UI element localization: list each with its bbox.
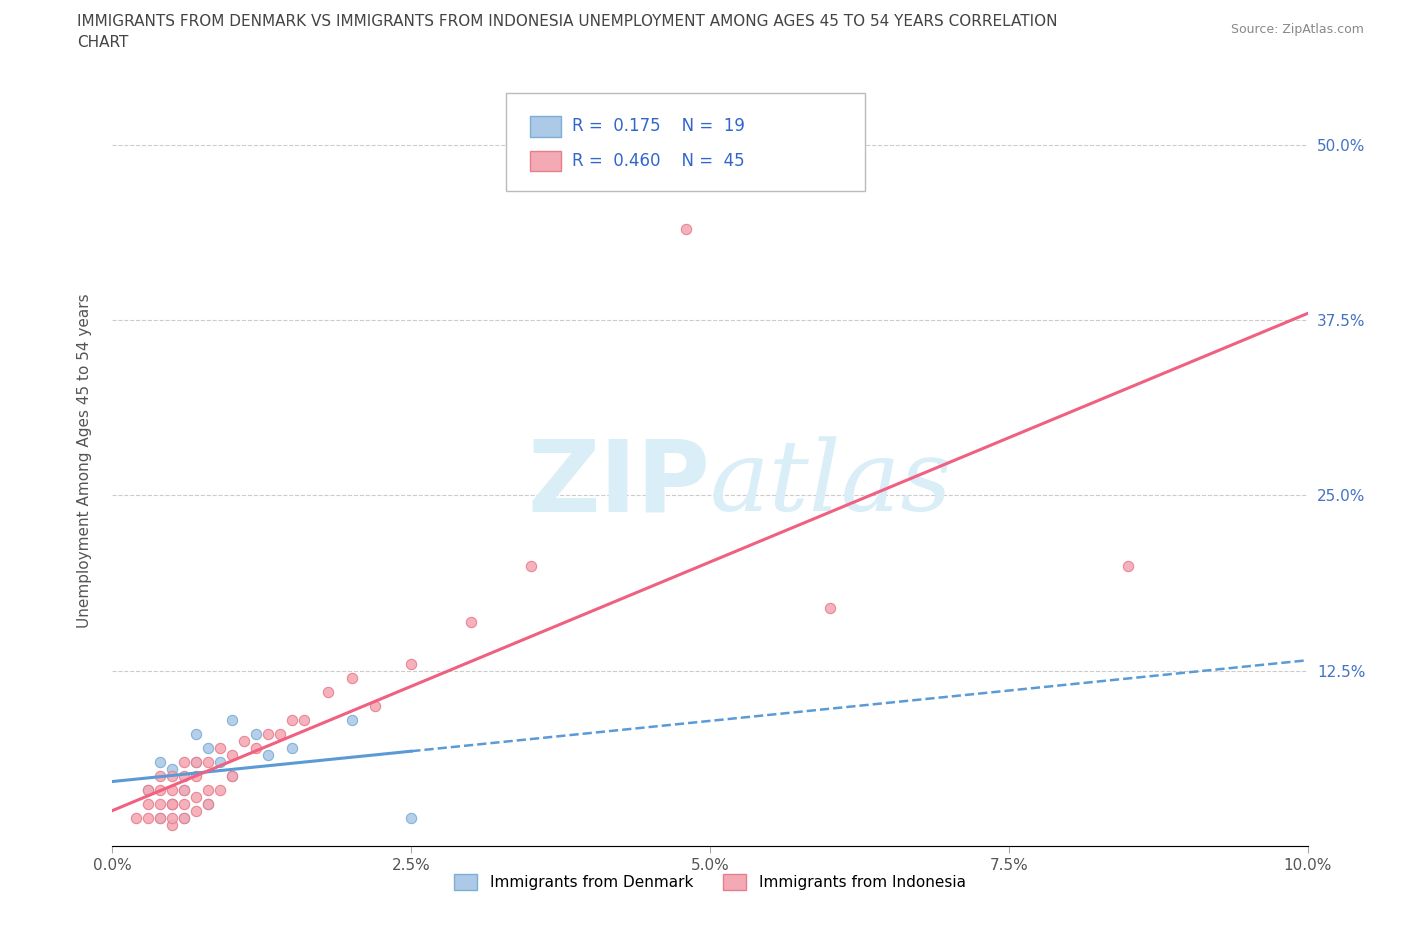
Point	[138, 783, 160, 798]
Point	[316, 684, 339, 699]
Point	[245, 726, 267, 741]
Point	[269, 726, 291, 741]
Point	[281, 740, 304, 755]
Legend: Immigrants from Denmark, Immigrants from Indonesia: Immigrants from Denmark, Immigrants from…	[449, 869, 972, 897]
Point	[233, 734, 256, 749]
Point	[520, 558, 543, 573]
Point	[162, 811, 183, 826]
Point	[257, 748, 280, 763]
Point	[209, 754, 232, 769]
Point	[149, 797, 172, 812]
Point	[125, 811, 148, 826]
Point	[340, 671, 363, 685]
Point	[173, 811, 195, 826]
Point	[173, 769, 195, 784]
Point	[138, 797, 160, 812]
Point	[149, 783, 172, 798]
Point	[364, 698, 387, 713]
Point	[149, 769, 172, 784]
Point	[162, 797, 183, 812]
Point	[257, 726, 280, 741]
Point	[186, 769, 208, 784]
Point	[818, 600, 841, 615]
Point	[162, 783, 183, 798]
Point	[173, 797, 195, 812]
Point	[186, 726, 208, 741]
Point	[186, 754, 208, 769]
Point	[173, 811, 195, 826]
Text: R =  0.460    N =  45: R = 0.460 N = 45	[572, 152, 745, 170]
Point	[281, 712, 304, 727]
Point	[149, 811, 172, 826]
Text: CHART: CHART	[77, 35, 129, 50]
Point	[460, 615, 482, 630]
Point	[162, 797, 183, 812]
Point	[197, 783, 219, 798]
Point	[292, 712, 315, 727]
Point	[138, 783, 160, 798]
Text: ZIP: ZIP	[527, 435, 710, 532]
Point	[162, 769, 183, 784]
Point	[173, 783, 195, 798]
Point	[197, 754, 219, 769]
Point	[401, 657, 423, 671]
Point	[1118, 558, 1140, 573]
Point	[221, 712, 243, 727]
Point	[245, 740, 267, 755]
Text: atlas: atlas	[710, 436, 953, 531]
Text: Source: ZipAtlas.com: Source: ZipAtlas.com	[1230, 23, 1364, 36]
Point	[209, 740, 232, 755]
Point	[149, 754, 172, 769]
Point	[162, 797, 183, 812]
Point	[401, 811, 423, 826]
Point	[162, 762, 183, 777]
Point	[340, 712, 363, 727]
Point	[675, 221, 697, 236]
Point	[221, 769, 243, 784]
Point	[186, 804, 208, 818]
Point	[173, 783, 195, 798]
Point	[197, 740, 219, 755]
Point	[209, 783, 232, 798]
Text: R =  0.175    N =  19: R = 0.175 N = 19	[572, 117, 745, 136]
Point	[186, 754, 208, 769]
Y-axis label: Unemployment Among Ages 45 to 54 years: Unemployment Among Ages 45 to 54 years	[77, 293, 91, 628]
Point	[197, 797, 219, 812]
Point	[221, 769, 243, 784]
Point	[221, 748, 243, 763]
Point	[149, 811, 172, 826]
Text: IMMIGRANTS FROM DENMARK VS IMMIGRANTS FROM INDONESIA UNEMPLOYMENT AMONG AGES 45 : IMMIGRANTS FROM DENMARK VS IMMIGRANTS FR…	[77, 14, 1057, 29]
Point	[162, 817, 183, 832]
Point	[186, 790, 208, 804]
Point	[197, 797, 219, 812]
Point	[173, 754, 195, 769]
Point	[138, 811, 160, 826]
